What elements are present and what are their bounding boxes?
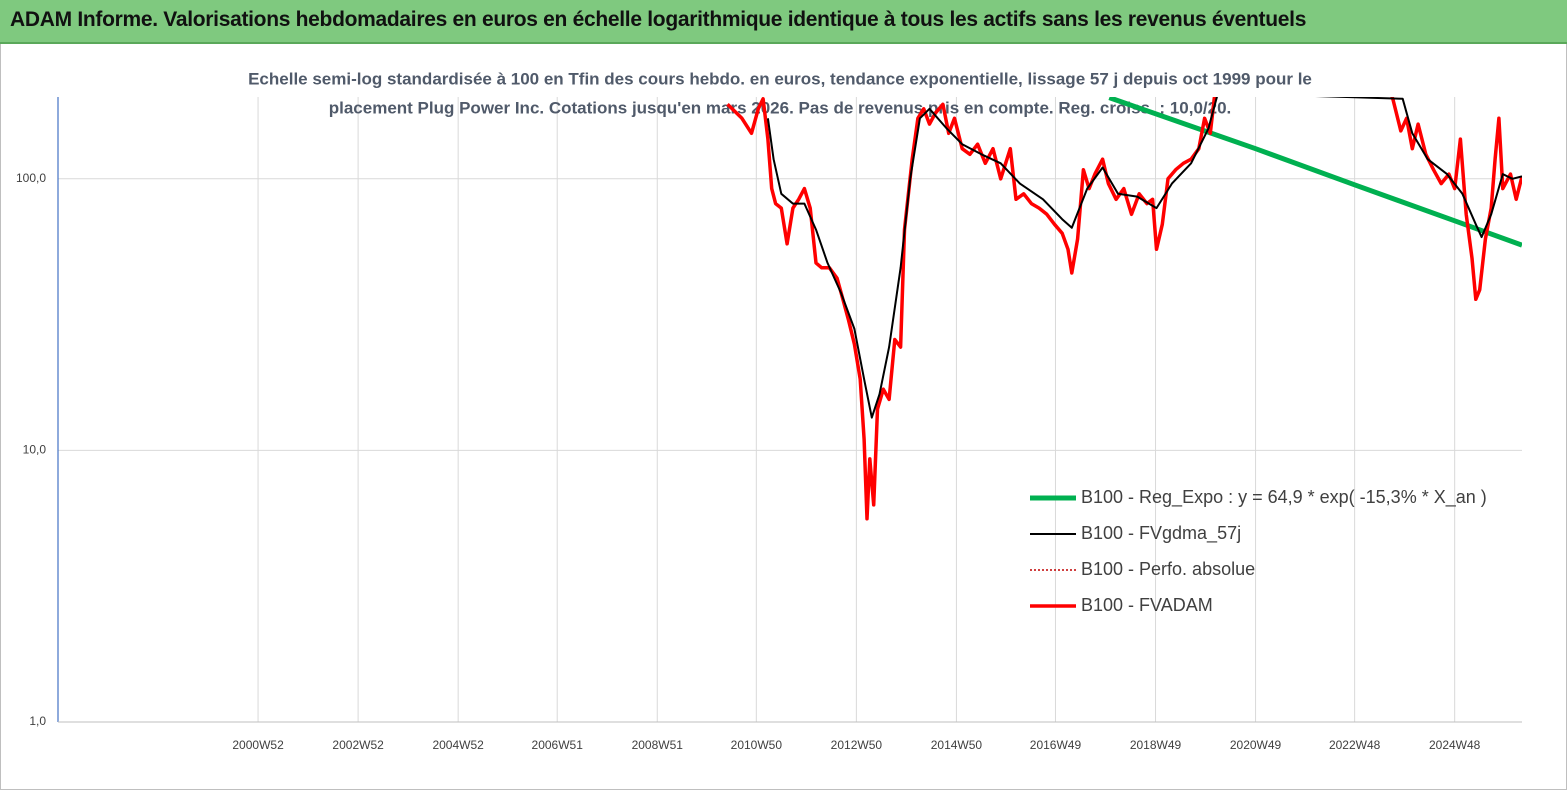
chart-title: placement Plug Power Inc. Cotations jusq…	[329, 98, 1232, 117]
x-tick-label: 2024W48	[1429, 738, 1481, 752]
x-tick-label: 2002W52	[332, 738, 384, 752]
y-tick-label: 100,0	[16, 171, 46, 185]
x-tick-label: 2014W50	[931, 738, 983, 752]
x-tick-label: 2006W51	[532, 738, 584, 752]
legend-label: B100 - Perfo. absolue	[1081, 559, 1255, 579]
y-tick-label: 10,0	[23, 443, 47, 457]
x-tick-label: 2022W48	[1329, 738, 1381, 752]
x-tick-label: 2000W52	[232, 738, 284, 752]
series-line	[766, 97, 1522, 419]
series-line	[726, 97, 1522, 521]
x-tick-label: 2012W50	[831, 738, 883, 752]
legend-label: B100 - FVADAM	[1081, 595, 1213, 615]
x-tick-label: 2016W49	[1030, 738, 1082, 752]
chart-title: Echelle semi-log standardisée à 100 en T…	[248, 69, 1312, 88]
header-bar: ADAM Informe. Valorisations hebdomadaire…	[0, 0, 1567, 44]
x-tick-label: 2008W51	[632, 738, 684, 752]
legend-label: B100 - FVgdma_57j	[1081, 523, 1241, 544]
legend-label: B100 - Reg_Expo : y = 64,9 * exp( -15,3%…	[1081, 487, 1487, 508]
x-tick-label: 2010W50	[731, 738, 783, 752]
legend: B100 - Reg_Expo : y = 64,9 * exp( -15,3%…	[1030, 487, 1487, 615]
series-line	[1108, 97, 1522, 248]
header-title: ADAM Informe. Valorisations hebdomadaire…	[10, 8, 1307, 31]
x-tick-label: 2018W49	[1130, 738, 1182, 752]
plot-area	[726, 97, 1522, 521]
x-tick-label: 2020W49	[1230, 738, 1282, 752]
x-tick-label: 2004W52	[432, 738, 484, 752]
y-tick-label: 1,0	[29, 714, 46, 728]
grid	[58, 97, 1522, 723]
